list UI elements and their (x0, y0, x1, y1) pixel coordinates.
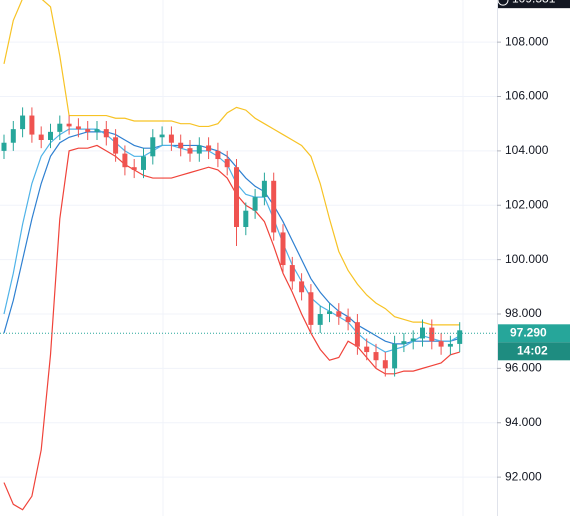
candle-body (280, 232, 286, 266)
indicator-line (3, 0, 460, 326)
candle-body (113, 137, 119, 154)
candle-body (10, 129, 16, 143)
time-label: 14:02 (517, 343, 548, 357)
candle-body (308, 292, 314, 325)
y-tick-label: 96.000 (505, 361, 542, 375)
candle-body (20, 115, 26, 130)
candle-body (48, 131, 53, 141)
candle-body (168, 134, 174, 143)
candle-body (85, 129, 91, 132)
candle-body (159, 134, 165, 138)
candle-body (57, 123, 63, 132)
y-tick-label: 94.000 (505, 415, 542, 429)
candle-body (373, 352, 379, 361)
candle-body (141, 156, 146, 170)
candle-body (178, 142, 184, 149)
candle-body (206, 145, 212, 151)
candle-body (457, 330, 463, 344)
candle-body (261, 180, 267, 198)
candle-body (94, 129, 100, 132)
candle-body (354, 322, 360, 347)
y-tick-label: 92.000 (505, 469, 542, 483)
y-tick-label: 106.000 (505, 89, 549, 103)
candle-body (429, 327, 435, 342)
top-price-icon (497, 0, 509, 6)
candle-body (289, 265, 295, 282)
candle-body (196, 145, 202, 154)
top-price-label: 109.581 (512, 0, 556, 5)
candle-body (29, 115, 35, 135)
candle-body (224, 159, 230, 168)
candle-body (317, 314, 323, 325)
candle-body (420, 327, 425, 339)
candle-body (38, 134, 44, 141)
candle-body (401, 341, 407, 344)
candle-body (75, 126, 81, 130)
candle-body (271, 180, 277, 233)
top-price-box (498, 0, 570, 9)
y-tick-label: 104.000 (505, 143, 549, 157)
candle-body (252, 197, 258, 211)
candle-body (66, 123, 72, 127)
candle-body (438, 341, 444, 347)
candle-body (1, 142, 7, 151)
candle-body (122, 153, 128, 168)
candle-body (215, 150, 221, 160)
price-box (498, 324, 570, 343)
indicator-line (3, 131, 460, 345)
candle-body (243, 210, 249, 228)
candle-body (410, 338, 416, 342)
time-box (498, 342, 570, 361)
candle-body (382, 360, 388, 369)
candle-body (103, 129, 109, 138)
candle-body (447, 343, 453, 347)
y-tick-label: 102.000 (505, 197, 549, 211)
candle-body (187, 148, 193, 154)
candle-body (392, 343, 398, 369)
indicator-line (3, 144, 460, 511)
candle-body (150, 137, 156, 157)
candle-body (131, 167, 137, 170)
y-tick-label: 98.000 (505, 306, 542, 320)
candle-body (364, 346, 370, 353)
candle-body (336, 311, 342, 317)
candle-body (327, 311, 332, 315)
candle-body (345, 316, 351, 323)
y-tick-label: 100.000 (505, 252, 549, 266)
price-label: 97.290 (510, 325, 547, 339)
y-tick-label: 108.000 (505, 34, 549, 48)
candle-body (299, 281, 305, 293)
candle-body (234, 167, 239, 228)
